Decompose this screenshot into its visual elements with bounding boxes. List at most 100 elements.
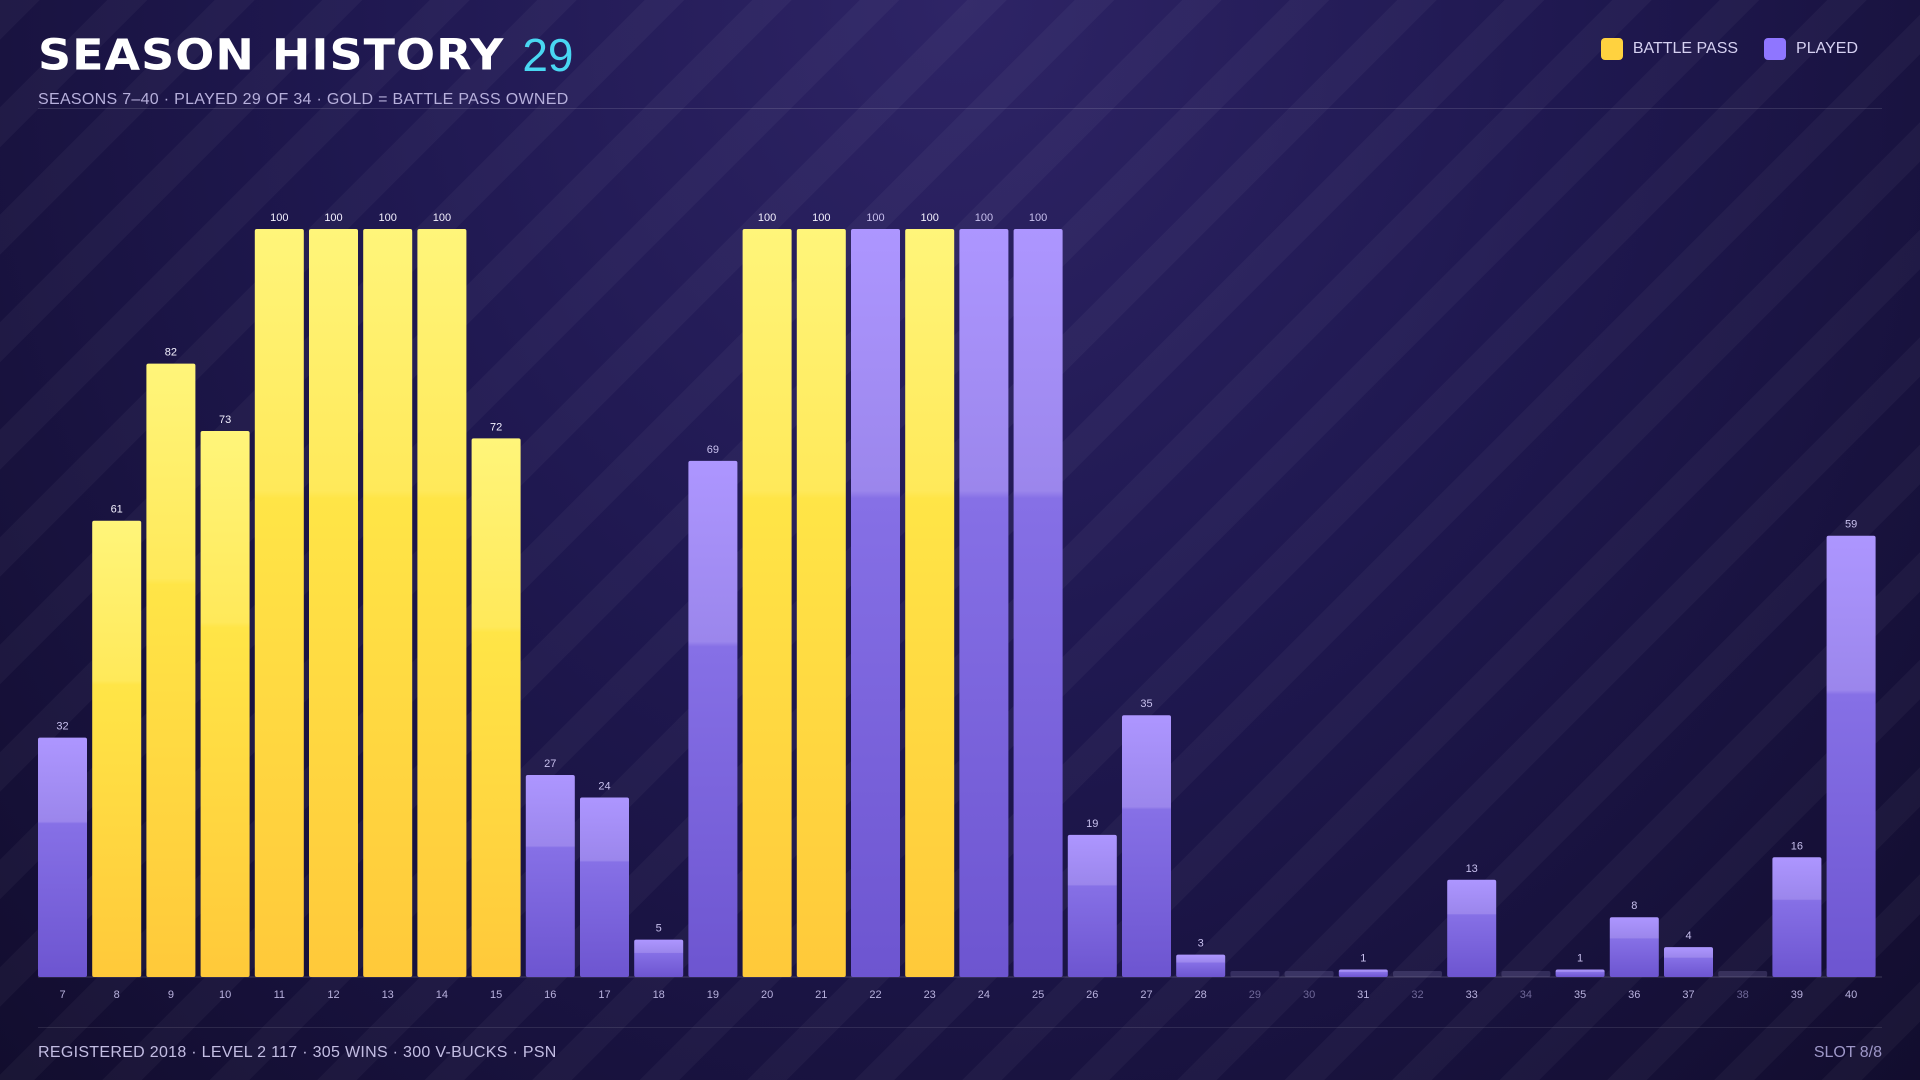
bar-season-19 [688,460,738,977]
tick-label-season-15: 15 [490,989,502,1001]
tick-label-season-11: 11 [274,989,285,1001]
bar-season-29 [1230,971,1280,977]
bar-season-36 [1609,917,1659,977]
bar-season-28 [1176,954,1226,977]
value-label-season-10: 73 [219,414,231,426]
tick-label-season-27: 27 [1140,989,1152,1001]
bar-season-13 [363,229,413,977]
bar-season-15 [471,438,521,977]
value-label-season-14: 100 [433,212,451,224]
tick-label-season-19: 19 [707,989,719,1001]
value-label-season-26: 19 [1086,818,1098,830]
tick-label-season-35: 35 [1574,989,1586,1001]
bar-season-21 [796,229,846,977]
legend-label-played: PLAYED [1796,40,1858,57]
value-label-season-9: 82 [165,347,177,359]
value-label-season-7: 32 [56,721,68,733]
tick-label-season-31: 31 [1357,989,1369,1001]
value-label-season-31: 1 [1360,953,1366,965]
value-label-season-15: 72 [490,421,502,433]
value-label-season-40: 59 [1845,519,1857,531]
tick-label-season-39: 39 [1791,989,1803,1001]
tick-label-season-36: 36 [1628,989,1640,1001]
bar-season-16 [525,775,575,977]
bar-season-26 [1067,834,1117,977]
tick-label-season-40: 40 [1845,989,1857,1001]
tick-label-season-28: 28 [1195,989,1207,1001]
value-label-season-12: 100 [324,212,342,224]
value-label-season-22: 100 [866,212,884,224]
bar-season-35 [1555,969,1605,977]
slot-indicator: SLOT 8/8 [1813,1044,1882,1061]
value-label-season-39: 16 [1791,840,1803,852]
legend-label-battle-pass: BATTLE PASS [1632,40,1739,57]
tick-label-season-9: 9 [168,989,174,1001]
value-label-season-19: 69 [707,444,719,456]
value-label-season-33: 13 [1466,863,1478,875]
tick-label-season-8: 8 [114,989,120,1001]
value-label-season-16: 27 [544,758,556,770]
tick-label-season-30: 30 [1303,989,1315,1001]
tick-label-season-33: 33 [1466,989,1478,1001]
battle-pass-swatch [1600,38,1623,60]
bar-season-20 [742,229,792,977]
bar-season-30 [1284,971,1334,977]
tick-label-season-23: 23 [924,989,936,1001]
bar-season-38 [1718,971,1768,977]
value-label-season-36: 8 [1631,900,1637,912]
value-label-season-28: 3 [1198,938,1204,950]
bar-season-10 [200,431,250,977]
tick-label-season-14: 14 [436,989,448,1001]
tick-label-season-13: 13 [382,989,394,1001]
page-title: SEASON HISTORY [38,30,505,80]
tick-label-season-12: 12 [327,989,339,1001]
tick-label-season-38: 38 [1737,989,1749,1001]
legend-item-battle-pass: BATTLE PASS [1600,38,1739,60]
bar-season-33 [1447,879,1497,977]
tick-label-season-20: 20 [761,989,773,1001]
bar-season-11 [254,229,304,977]
bar-season-23 [905,229,955,977]
bar-season-12 [309,229,358,977]
tick-label-season-37: 37 [1682,989,1694,1001]
tick-label-season-32: 32 [1411,989,1423,1001]
tick-label-season-17: 17 [598,989,610,1001]
value-label-season-13: 100 [379,212,397,224]
bar-season-39 [1772,857,1822,977]
value-label-season-25: 100 [1029,212,1047,224]
chart-legend: BATTLE PASS PLAYED [1600,38,1858,60]
tick-label-season-22: 22 [869,989,881,1001]
value-label-season-27: 35 [1140,698,1152,710]
tick-label-season-29: 29 [1249,989,1261,1001]
value-label-season-18: 5 [656,923,662,935]
footer-divider [38,1027,1882,1028]
tick-label-season-10: 10 [219,989,231,1001]
value-label-season-37: 4 [1685,930,1691,942]
value-label-season-23: 100 [921,212,939,224]
played-swatch [1764,38,1787,60]
bar-season-7 [38,737,87,977]
bar-season-37 [1664,947,1713,977]
tick-label-season-21: 21 [815,989,827,1001]
bar-season-32 [1393,971,1442,977]
bar-season-22 [851,229,900,977]
tick-label-season-24: 24 [978,989,990,1001]
page-header: SEASON HISTORY 29 [38,28,574,82]
played-count: 29 [522,29,574,81]
bar-season-9 [146,363,196,978]
bar-season-31 [1338,969,1388,977]
tick-label-season-34: 34 [1520,989,1532,1001]
value-label-season-35: 1 [1577,953,1583,965]
tick-label-season-25: 25 [1032,989,1044,1001]
tick-label-season-16: 16 [544,989,556,1001]
bar-season-18 [634,939,684,977]
bar-season-17 [580,797,629,977]
bar-season-34 [1501,971,1551,977]
bar-season-24 [959,229,1009,977]
bar-season-25 [1013,229,1063,977]
value-label-season-8: 61 [111,504,123,516]
legend-item-played: PLAYED [1764,38,1858,60]
page-subtitle: SEASONS 7–40 · PLAYED 29 OF 34 · GOLD = … [38,91,569,108]
value-label-season-24: 100 [975,212,993,224]
